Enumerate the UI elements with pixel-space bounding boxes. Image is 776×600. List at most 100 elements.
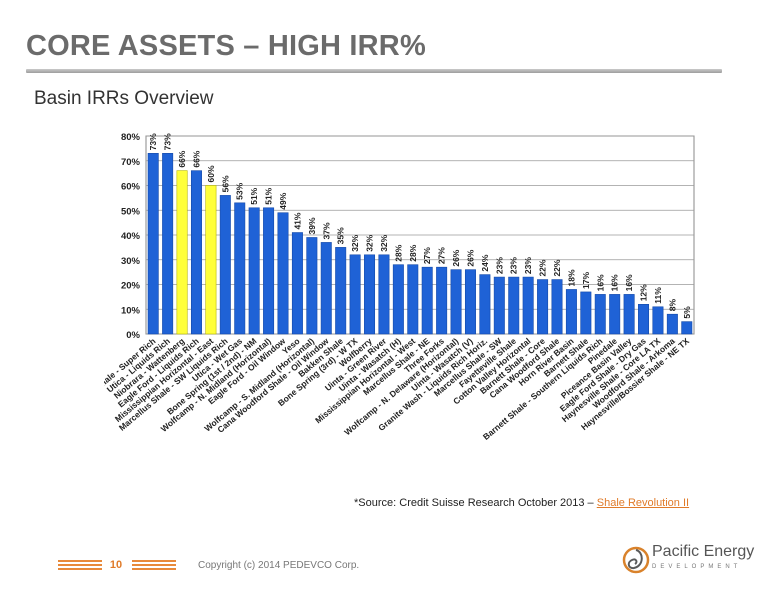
bar: [594, 294, 606, 335]
bar: [190, 170, 202, 335]
bar: [407, 264, 419, 335]
y-tick-label: 10%: [121, 305, 141, 316]
y-tick-label: 20%: [121, 281, 141, 292]
bar: [479, 274, 491, 335]
bar: [234, 202, 246, 335]
irr-bar-chart: 0%10%20%30%40%50%60%70%80%73%Marcellus S…: [62, 124, 704, 464]
data-label: 17%: [581, 271, 591, 288]
data-label: 24%: [480, 254, 490, 271]
data-label: 41%: [292, 212, 302, 229]
data-label: 32%: [365, 234, 375, 251]
logo-swirl-icon: [622, 546, 650, 574]
data-label: 18%: [566, 269, 576, 286]
data-label: 23%: [509, 257, 519, 274]
bar: [464, 269, 476, 335]
source-link[interactable]: Shale Revolution II: [596, 497, 690, 509]
data-label: 32%: [379, 234, 389, 251]
bar: [623, 294, 635, 335]
data-label: 27%: [422, 247, 432, 264]
data-label: 11%: [653, 287, 663, 304]
bar: [291, 232, 303, 335]
bar: [248, 207, 260, 335]
bar: [666, 313, 678, 335]
bar: [508, 276, 520, 335]
data-label: 16%: [595, 274, 605, 291]
data-label: 51%: [249, 187, 259, 204]
slide-title: CORE ASSETS – HIGH IRR%: [26, 30, 426, 62]
chart-svg: 0%10%20%30%40%50%60%70%80%73%Marcellus S…: [62, 132, 695, 442]
bar: [306, 237, 318, 335]
data-label: 39%: [307, 217, 317, 234]
bar: [522, 276, 534, 335]
y-tick-label: 0%: [126, 330, 140, 341]
copyright-text: Copyright (c) 2014 PEDEVCO Corp.: [198, 560, 360, 571]
data-label: 66%: [191, 150, 201, 167]
footer-decoration-left: [58, 560, 102, 572]
data-label: 73%: [148, 133, 158, 150]
bar: [263, 207, 275, 335]
bar: [421, 266, 433, 335]
data-label: 22%: [552, 259, 562, 276]
data-label: 28%: [408, 244, 418, 261]
bar: [609, 294, 621, 335]
data-label: 66%: [177, 150, 187, 167]
bar: [493, 276, 505, 335]
logo-subtitle: DEVELOPMENT: [652, 564, 742, 570]
bar: [205, 185, 217, 335]
y-tick-label: 50%: [121, 206, 141, 217]
bar: [277, 212, 289, 335]
bar: [147, 153, 159, 335]
data-label: 8%: [667, 298, 677, 311]
bar: [335, 247, 347, 335]
bar: [320, 242, 332, 335]
company-logo: Pacific Energy DEVELOPMENT: [622, 540, 762, 584]
bar: [551, 279, 563, 335]
bar: [378, 254, 390, 335]
y-tick-label: 40%: [121, 231, 141, 242]
logo-name: Pacific Energy: [652, 543, 755, 560]
title-divider: [26, 69, 722, 73]
data-label: 37%: [321, 222, 331, 239]
slide-subtitle: Basin IRRs Overview: [34, 88, 214, 109]
bar: [436, 266, 448, 335]
data-label: 26%: [451, 249, 461, 266]
data-label: 32%: [350, 234, 360, 251]
source-note: *Source: Credit Suisse Research October …: [354, 497, 689, 509]
data-label: 53%: [235, 182, 245, 199]
data-label: 28%: [393, 244, 403, 261]
data-label: 60%: [206, 165, 216, 182]
bar: [565, 289, 577, 335]
bar: [681, 321, 693, 335]
bar: [364, 254, 376, 335]
data-label: 35%: [336, 227, 346, 244]
data-label: 23%: [523, 257, 533, 274]
bar: [537, 279, 549, 335]
y-tick-label: 60%: [121, 182, 141, 193]
footer-decoration-right: [132, 560, 176, 572]
data-label: 12%: [639, 284, 649, 301]
data-label: 5%: [682, 306, 692, 319]
data-label: 23%: [494, 257, 504, 274]
bar: [162, 153, 174, 335]
y-tick-label: 30%: [121, 256, 141, 267]
data-label: 22%: [538, 259, 548, 276]
data-label: 16%: [610, 274, 620, 291]
data-label: 73%: [163, 133, 173, 150]
source-text: *Source: Credit Suisse Research October …: [354, 497, 597, 509]
data-label: 16%: [624, 274, 634, 291]
bar: [176, 170, 188, 335]
bar: [638, 304, 650, 335]
bar: [392, 264, 404, 335]
page-number: 10: [109, 559, 123, 571]
bar: [652, 306, 664, 335]
bar: [580, 291, 592, 335]
y-tick-label: 70%: [121, 157, 141, 168]
bar: [349, 254, 361, 335]
y-tick-label: 80%: [121, 132, 141, 143]
data-label: 51%: [264, 187, 274, 204]
bar: [219, 195, 231, 335]
bar: [450, 269, 462, 335]
data-label: 49%: [278, 192, 288, 209]
data-label: 26%: [465, 249, 475, 266]
data-label: 56%: [220, 175, 230, 192]
